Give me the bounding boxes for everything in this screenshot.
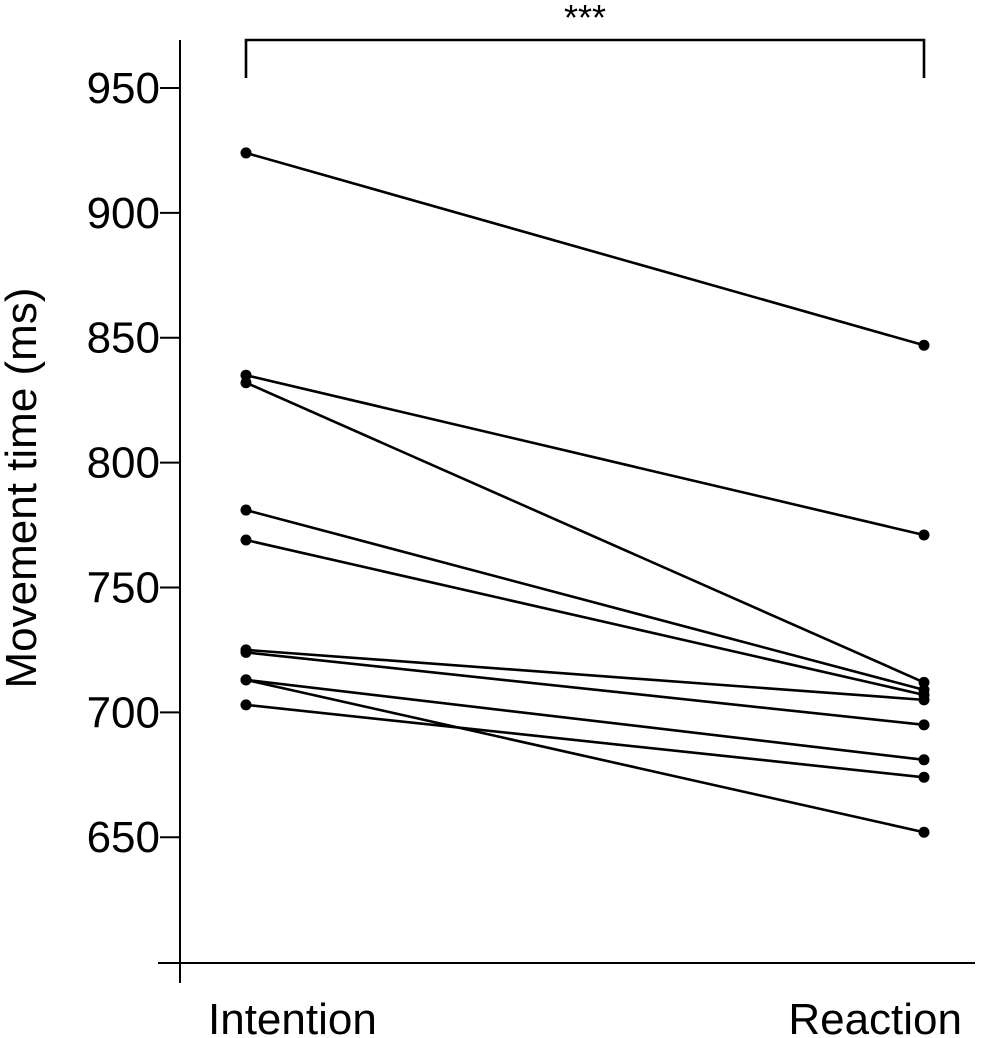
series-pair xyxy=(240,646,930,731)
data-point-intention xyxy=(240,646,252,658)
y-tick-label: 750 xyxy=(87,563,160,612)
y-tick-label: 700 xyxy=(87,688,160,737)
series-pair xyxy=(240,699,930,783)
y-tick-label: 650 xyxy=(87,813,160,862)
data-point-intention xyxy=(240,504,252,516)
significance-bracket xyxy=(244,38,926,78)
y-ticks: 650 700 750 800 850 900 950 xyxy=(87,64,180,862)
significance-annotation: *** xyxy=(244,0,926,78)
significance-label: *** xyxy=(564,0,606,38)
series-line xyxy=(245,508,925,692)
series-lines xyxy=(240,147,930,838)
data-point-reaction xyxy=(918,719,930,731)
data-point-intention xyxy=(240,377,252,389)
series-line xyxy=(245,373,925,537)
series-line xyxy=(245,678,925,762)
x-category-label: Reaction xyxy=(788,995,962,1038)
data-point-reaction xyxy=(918,771,930,783)
series-line xyxy=(245,651,925,727)
series-line xyxy=(245,678,925,834)
data-point-reaction xyxy=(918,826,930,838)
series-line xyxy=(245,151,925,347)
data-point-intention xyxy=(240,674,252,686)
series-pair xyxy=(240,369,930,541)
data-point-intention xyxy=(240,699,252,711)
data-point-reaction xyxy=(918,754,930,766)
y-tick-label: 850 xyxy=(87,314,160,363)
series-pair xyxy=(240,147,930,351)
data-point-intention xyxy=(240,147,252,159)
series-line xyxy=(245,648,925,702)
y-tick-label: 900 xyxy=(87,189,160,238)
y-axis-label: Movement time (ms) xyxy=(0,288,46,689)
data-point-intention xyxy=(240,534,252,546)
y-tick-label: 950 xyxy=(87,64,160,113)
x-category-label: Intention xyxy=(208,995,377,1038)
data-point-reaction xyxy=(918,694,930,706)
x-category-labels: Intention Reaction xyxy=(208,995,962,1038)
series-pair xyxy=(240,674,930,838)
data-point-reaction xyxy=(918,529,930,541)
series-line xyxy=(245,381,925,684)
series-pair xyxy=(240,377,930,688)
series-line xyxy=(245,538,925,697)
y-tick-label: 800 xyxy=(87,439,160,488)
axes xyxy=(158,40,975,983)
series-line xyxy=(245,703,925,779)
series-pair xyxy=(240,644,930,706)
data-point-reaction xyxy=(918,339,930,351)
